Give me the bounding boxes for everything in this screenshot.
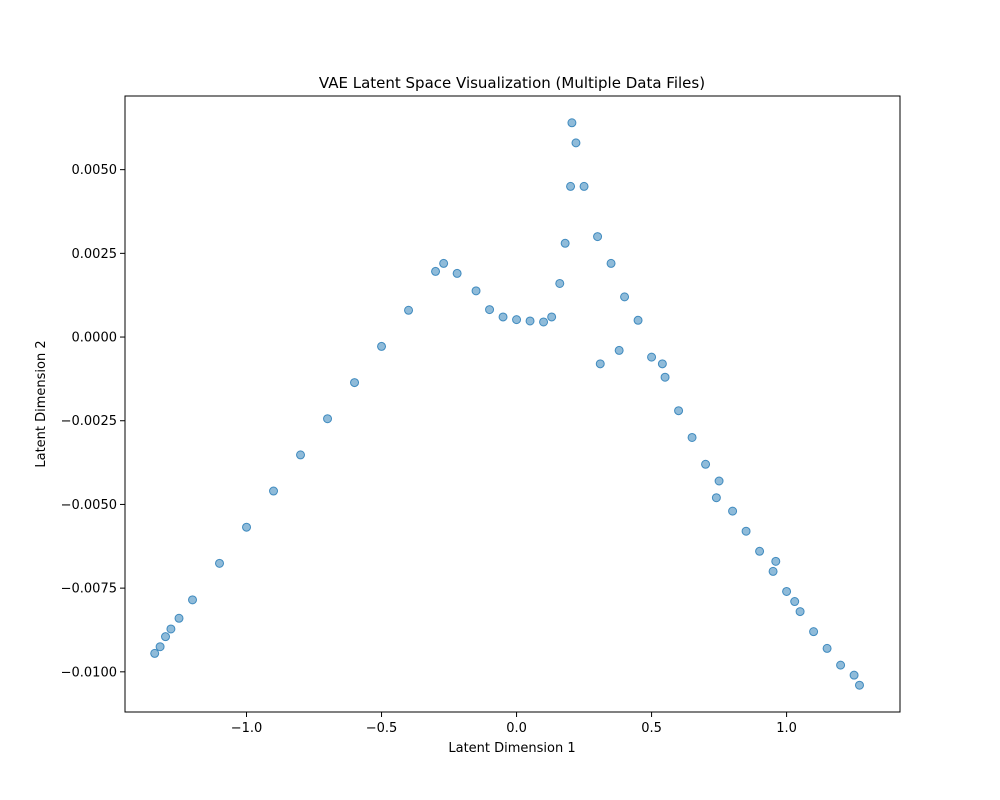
data-point — [547, 312, 557, 322]
data-point — [701, 459, 711, 469]
y-tick-label: 0.0025 — [72, 247, 118, 262]
data-point — [439, 258, 449, 268]
y-axis-ticks: 0.0050 0.0025 0.0000 −0.0025 −0.0050 −0.0075 −… — [61, 163, 125, 680]
data-point — [657, 359, 667, 369]
data-point — [633, 315, 643, 325]
data-point — [566, 181, 576, 191]
y-tick-label: −0.0025 — [61, 414, 117, 429]
x-tick-label: 1.0 — [776, 721, 797, 736]
data-point — [525, 316, 535, 326]
data-point — [579, 181, 589, 191]
y-axis-label: Latent Dimension 2 — [34, 340, 49, 467]
data-point — [711, 493, 721, 503]
data-point — [567, 118, 577, 128]
data-point — [166, 624, 176, 634]
data-point — [782, 586, 792, 596]
data-point — [606, 258, 616, 268]
data-point — [471, 286, 481, 296]
data-point — [555, 278, 565, 288]
data-point — [269, 486, 279, 496]
y-tick-label: −0.0075 — [61, 582, 117, 597]
data-point — [377, 341, 387, 351]
data-point — [242, 522, 252, 532]
data-point — [161, 632, 171, 642]
data-point — [795, 607, 805, 617]
data-point — [431, 266, 441, 276]
data-point — [674, 406, 684, 416]
data-point — [728, 506, 738, 516]
data-point — [741, 526, 751, 536]
x-tick-label: −1.0 — [231, 721, 263, 736]
data-point — [614, 345, 624, 355]
data-point — [404, 305, 414, 315]
y-tick-label: 0.0050 — [72, 163, 118, 178]
plot-frame — [124, 95, 901, 713]
chart-title: VAE Latent Space Visualization (Multiple… — [319, 74, 705, 92]
data-point — [809, 627, 819, 637]
x-axis-label: Latent Dimension 1 — [448, 741, 575, 756]
data-point — [660, 372, 670, 382]
data-point — [485, 305, 495, 315]
data-point — [512, 315, 522, 325]
x-tick-label: 0.5 — [641, 721, 662, 736]
data-point — [560, 238, 570, 248]
x-tick-label: −0.5 — [366, 721, 398, 736]
data-point — [296, 450, 306, 460]
y-tick-label: 0.0000 — [72, 331, 118, 346]
data-point — [593, 232, 603, 242]
data-point — [323, 414, 333, 424]
data-point — [498, 312, 508, 322]
x-tick-label: 0.0 — [506, 721, 527, 736]
data-point — [452, 268, 462, 278]
data-point — [188, 595, 198, 605]
data-point — [174, 613, 184, 623]
data-point — [647, 352, 657, 362]
data-point — [215, 558, 225, 568]
data-point — [571, 138, 581, 148]
data-point — [714, 476, 724, 486]
data-point — [687, 432, 697, 442]
data-point — [755, 546, 765, 556]
data-point — [539, 317, 549, 327]
data-point — [620, 292, 630, 302]
data-point — [790, 597, 800, 607]
data-point — [849, 670, 859, 680]
data-point — [771, 556, 781, 566]
y-tick-label: −0.0050 — [61, 498, 117, 513]
data-point — [155, 642, 165, 652]
data-point — [836, 660, 846, 670]
x-axis-ticks: −1.0 −0.5 0.0 0.5 1.0 — [231, 712, 797, 736]
data-point — [854, 680, 864, 690]
data-point — [150, 648, 160, 658]
data-points — [150, 118, 864, 690]
y-tick-label: −0.0100 — [61, 665, 117, 680]
data-point — [768, 566, 778, 576]
data-point — [595, 359, 605, 369]
data-point — [822, 643, 832, 653]
data-point — [350, 378, 360, 388]
